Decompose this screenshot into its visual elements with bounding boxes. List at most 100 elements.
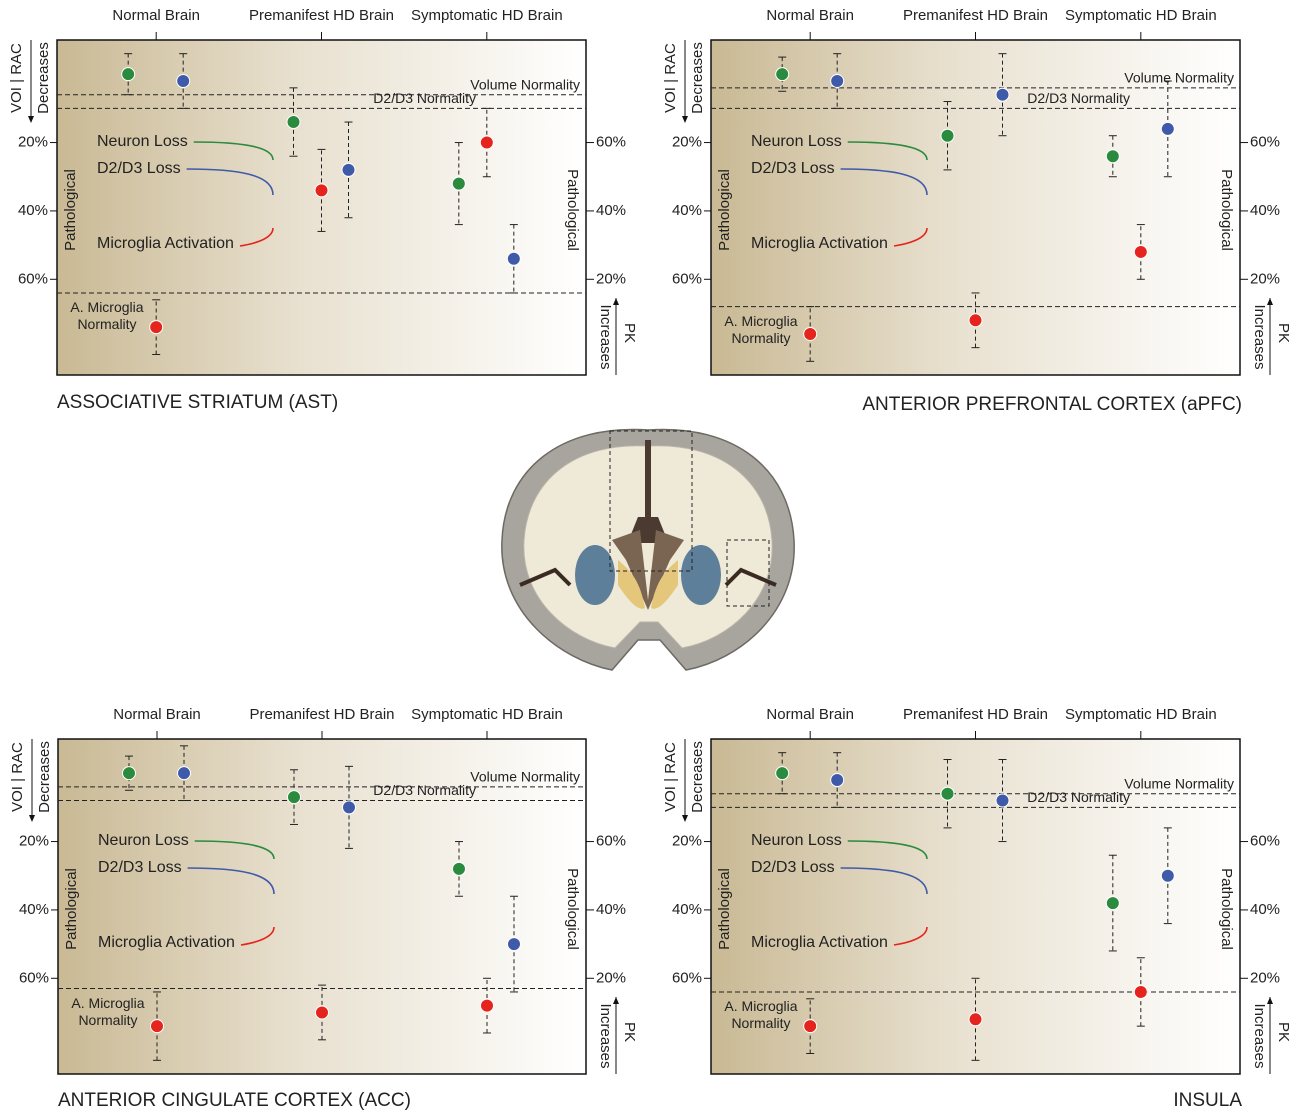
x-tick-label: Normal Brain	[766, 7, 854, 24]
data-point	[831, 75, 844, 88]
y-tick-label: 60%	[19, 969, 49, 986]
reference-label-box: A. Microglia Normality	[60, 995, 156, 1035]
y-axis-label: VOI | RAC	[662, 43, 679, 113]
y-direction-label: Decreases	[35, 42, 52, 114]
y-tick-label: 60%	[672, 969, 702, 986]
reference-label: D2/D3 Normality	[373, 90, 476, 106]
y2-tick-label: 20%	[596, 270, 626, 287]
y2-tick-label: 40%	[1250, 901, 1280, 918]
reference-label: A. Microglia Normality	[713, 998, 809, 1032]
y-region-label: Pathological	[63, 868, 80, 950]
legend-label: Microglia Activation	[97, 235, 234, 252]
data-point	[804, 1020, 817, 1033]
y2-direction-label: Increases	[597, 304, 614, 369]
legend-label: Neuron Loss	[751, 133, 842, 150]
reference-label: A. Microglia Normality	[713, 313, 809, 347]
x-tick-label: Symptomatic HD Brain	[1065, 7, 1217, 24]
arrow-head	[29, 815, 35, 822]
reference-label-box: A. Microglia Normality	[59, 299, 155, 339]
legend-label: Neuron Loss	[751, 832, 842, 849]
legend-label: Microglia Activation	[751, 934, 888, 951]
reference-label: A. Microglia Normality	[59, 299, 155, 333]
y2-axis-label: PK	[1275, 1022, 1292, 1042]
reference-label: D2/D3 Normality	[1027, 90, 1130, 106]
y2-region-label: Pathological	[1218, 169, 1235, 251]
brain-illustration	[502, 429, 794, 670]
y-tick-label: 60%	[18, 270, 48, 287]
data-point	[122, 68, 135, 81]
y2-direction-label: Increases	[597, 1003, 614, 1068]
data-point	[1161, 869, 1174, 882]
data-point	[941, 787, 954, 800]
data-point	[453, 862, 466, 875]
data-point	[1161, 122, 1174, 135]
data-point	[969, 1013, 982, 1026]
y-region-label: Pathological	[62, 169, 79, 251]
reference-label: Volume Normality	[1124, 70, 1234, 86]
data-point	[1134, 985, 1147, 998]
y-tick-label: 20%	[672, 134, 702, 151]
data-point	[316, 1006, 329, 1019]
arrow-head	[613, 997, 619, 1004]
panel-title: ANTERIOR PREFRONTAL CORTEX (aPFC)	[862, 394, 1242, 415]
data-point	[480, 136, 493, 149]
y-axis-label: VOI | RAC	[662, 742, 679, 812]
data-point	[342, 163, 355, 176]
reference-label: Volume Normality	[470, 76, 580, 92]
y2-axis-label: PK	[621, 323, 638, 343]
y2-tick-label: 20%	[1250, 270, 1280, 287]
y2-region-label: Pathological	[564, 868, 581, 950]
x-tick-label: Normal Brain	[113, 706, 201, 723]
arrow-head	[1267, 997, 1273, 1004]
y2-tick-label: 60%	[596, 833, 626, 850]
x-tick-label: Normal Brain	[112, 7, 200, 24]
data-point	[287, 116, 300, 129]
y2-direction-label: Increases	[1251, 304, 1268, 369]
data-point	[481, 999, 494, 1012]
legend-label: D2/D3 Loss	[751, 160, 835, 177]
data-point	[123, 767, 136, 780]
data-point	[831, 774, 844, 787]
data-point	[507, 252, 520, 265]
x-tick-label: Symptomatic HD Brain	[411, 706, 563, 723]
y-axis-label: VOI | RAC	[9, 742, 26, 812]
legend-label: Microglia Activation	[98, 934, 235, 951]
data-point	[178, 767, 191, 780]
y-tick-label: 20%	[19, 833, 49, 850]
y2-axis-label: PK	[621, 1022, 638, 1042]
y-tick-label: 40%	[672, 901, 702, 918]
y-direction-label: Decreases	[689, 741, 706, 813]
legend-label: Microglia Activation	[751, 235, 888, 252]
y2-tick-label: 40%	[596, 202, 626, 219]
data-point	[288, 791, 301, 804]
y2-tick-label: 60%	[1250, 134, 1280, 151]
y-tick-label: 40%	[18, 202, 48, 219]
x-tick-label: Premanifest HD Brain	[903, 7, 1048, 24]
data-point	[177, 75, 190, 88]
y2-direction-label: Increases	[1251, 1003, 1268, 1068]
y-tick-label: 20%	[18, 134, 48, 151]
legend-label: D2/D3 Loss	[97, 160, 181, 177]
arrow-head	[1267, 298, 1273, 305]
y2-region-label: Pathological	[564, 169, 581, 251]
panel: Normal Brain Premanifest HD Brain Symptoma…	[662, 7, 1292, 415]
y2-axis-label: PK	[1275, 323, 1292, 343]
data-point	[1134, 245, 1147, 258]
y-region-label: Pathological	[716, 169, 733, 251]
data-point	[804, 327, 817, 340]
data-point	[343, 801, 356, 814]
arrow-head	[682, 815, 688, 822]
data-point	[776, 68, 789, 81]
data-point	[150, 321, 163, 334]
data-point	[508, 938, 521, 951]
data-point	[315, 184, 328, 197]
x-tick-label: Symptomatic HD Brain	[1065, 706, 1217, 723]
y2-tick-label: 40%	[1250, 202, 1280, 219]
y-axis-label: VOI | RAC	[8, 43, 25, 113]
reference-label: Volume Normality	[470, 769, 580, 785]
x-tick-label: Normal Brain	[766, 706, 854, 723]
y2-tick-label: 20%	[596, 969, 626, 986]
